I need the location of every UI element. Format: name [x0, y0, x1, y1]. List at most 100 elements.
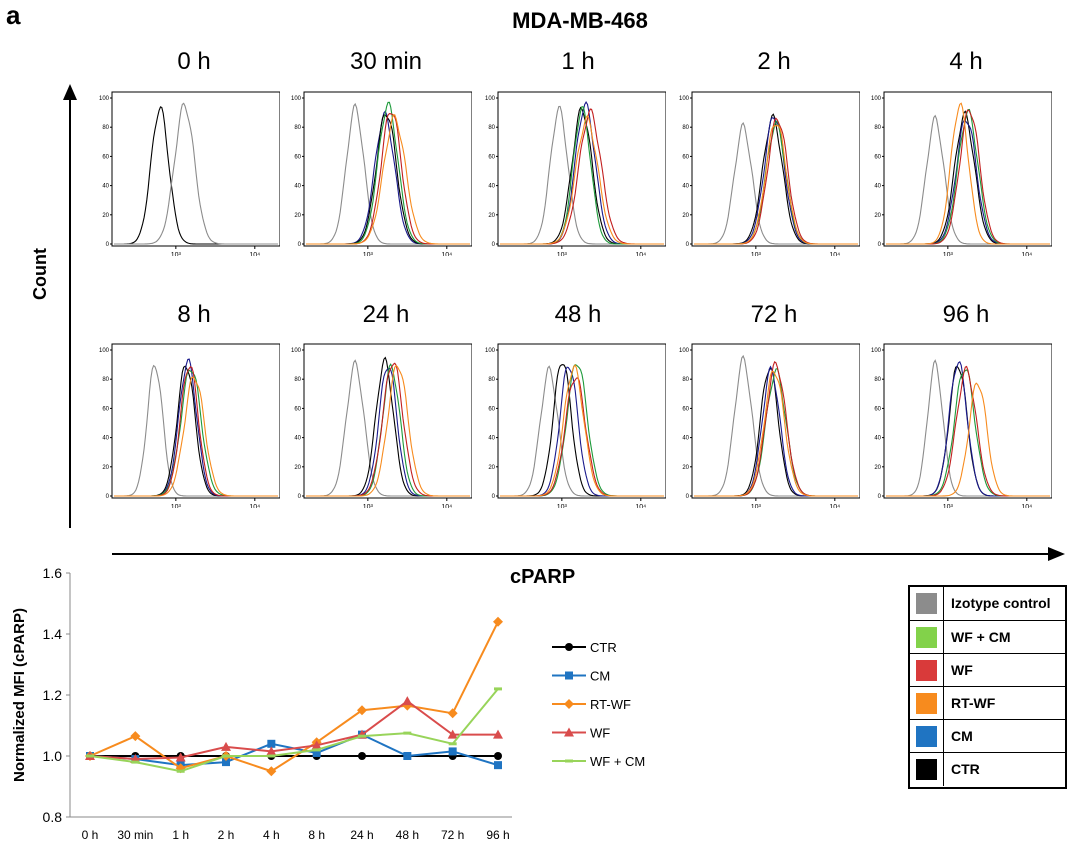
histogram-y-tick-label: 60	[102, 406, 109, 412]
histogram-y-tick-label: 20	[682, 465, 689, 471]
histogram-y-tick-label: 40	[102, 436, 109, 442]
y-tick-label: 1.4	[43, 626, 63, 642]
data-point	[493, 616, 503, 627]
legend-label: WF	[590, 726, 610, 741]
legend-row: RT-WF	[910, 686, 1065, 720]
legend-label: Izotype control	[951, 595, 1051, 611]
histogram-y-tick-label: 60	[682, 406, 689, 412]
series-cm	[86, 730, 502, 770]
histogram-y-tick-label: 80	[682, 125, 689, 131]
histogram-title: 96 h	[942, 301, 990, 328]
legend-label: CTR	[951, 761, 980, 777]
data-point	[448, 742, 457, 746]
histogram-y-tick-label: 80	[102, 125, 109, 131]
histogram-y-tick-label: 100	[485, 348, 496, 354]
histogram-x-tick-label: 10³	[363, 504, 374, 508]
histogram-x-tick-label: 10³	[751, 252, 762, 256]
data-point	[176, 769, 185, 773]
y-axis-label: Normalized MFI (cPARP)	[11, 608, 28, 782]
data-point	[311, 740, 322, 750]
data-point	[357, 705, 367, 716]
histogram-y-tick-label: 0	[878, 242, 882, 248]
data-point	[448, 747, 457, 756]
legend-row: CM	[910, 719, 1065, 753]
legend-swatch	[916, 726, 937, 747]
histogram-y-tick-label: 100	[291, 348, 302, 354]
histogram-y-tick-label: 100	[679, 96, 690, 102]
data-point	[565, 643, 573, 651]
histogram-title: 24 h	[362, 301, 410, 328]
histogram-y-tick-label: 20	[488, 465, 495, 471]
data-point	[312, 748, 321, 757]
data-point	[447, 708, 458, 719]
legend-label: WF + CM	[590, 754, 645, 769]
data-point	[358, 752, 366, 760]
histogram-y-tick-label: 60	[488, 154, 495, 160]
data-point	[267, 754, 276, 758]
histogram-y-tick-label: 20	[874, 213, 881, 219]
x-tick-label: 30 min	[117, 828, 153, 842]
data-point	[447, 729, 458, 739]
histogram-y-tick-label: 80	[102, 377, 109, 383]
histogram-x-tick-label: 10³	[171, 504, 182, 508]
mfi-line-chart: 0.8 1.0 1.2 1.4 1.6 0 h 30 min 1 h 2 h 4 h 8 h 24 h…	[11, 565, 645, 842]
data-point	[564, 727, 574, 737]
series-line	[89, 699, 498, 761]
x-tick-label: 96 h	[486, 828, 509, 842]
color-legend: Izotype control WF + CM WF RT-WF CM CTR	[908, 585, 1067, 789]
histogram-curve	[886, 102, 1050, 245]
histogram-y-tick-label: 40	[488, 436, 495, 442]
histogram-x-tick-label: 10³	[943, 504, 954, 508]
histogram-curve	[114, 376, 278, 497]
legend-label: RT-WF	[951, 695, 996, 711]
data-point	[266, 746, 277, 756]
y-tick-label: 0.8	[43, 809, 63, 825]
data-point	[175, 752, 186, 762]
series-wf-cm	[86, 687, 502, 773]
histogram-y-tick-label: 20	[488, 213, 495, 219]
legend-row: Izotype control	[910, 587, 1065, 620]
histogram-y-tick-label: 60	[682, 154, 689, 160]
count-axis-label: Count	[30, 248, 50, 300]
histogram-y-tick-label: 0	[686, 494, 690, 500]
legend-label: RT-WF	[590, 697, 631, 712]
data-point	[403, 731, 412, 735]
histogram-curve	[114, 102, 278, 245]
data-point	[402, 696, 413, 706]
x-tick-label: 8 h	[308, 828, 325, 842]
histogram-y-tick-label: 100	[679, 348, 690, 354]
y-tick-label: 1.0	[43, 748, 63, 764]
histogram-y-tick-label: 60	[488, 406, 495, 412]
legend-label: WF	[951, 662, 973, 678]
histogram-title: 2 h	[757, 48, 791, 75]
x-tick-label: 0 h	[82, 828, 99, 842]
histogram-y-tick-label: 20	[874, 465, 881, 471]
legend-row: WF + CM	[910, 620, 1065, 654]
histogram-title: 48 h	[554, 301, 602, 328]
legend-swatch	[916, 693, 937, 714]
data-point	[358, 734, 366, 738]
cparp-axis-arrow	[112, 547, 1065, 561]
histogram-y-tick-label: 20	[102, 213, 109, 219]
x-tick-label: 24 h	[350, 828, 373, 842]
data-point	[222, 754, 230, 758]
data-point	[402, 700, 413, 711]
legend-entry: RT-WF	[552, 697, 631, 712]
histogram-y-tick-label: 80	[294, 125, 301, 131]
x-tick-label: 2 h	[218, 828, 235, 842]
legend-swatch	[916, 593, 937, 614]
histogram-y-tick-label: 0	[492, 242, 496, 248]
histogram-panel: 0 20 40 60 80 100 10³ 10⁴	[290, 340, 473, 511]
histogram-x-tick-label: 10⁴	[635, 252, 646, 256]
legend-entry: WF + CM	[552, 754, 645, 769]
histogram-frame	[883, 91, 1053, 247]
x-tick-label: 4 h	[263, 828, 280, 842]
data-point	[86, 754, 94, 758]
histogram-x-tick-label: 10⁴	[441, 504, 452, 508]
histogram-y-tick-label: 0	[106, 494, 110, 500]
data-point	[493, 729, 503, 739]
legend-label: CM	[951, 728, 973, 744]
histogram-panel: 0 20 40 60 80 100 10³ 10⁴	[484, 88, 667, 259]
series-line	[89, 621, 499, 773]
histogram-y-tick-label: 100	[99, 96, 110, 102]
